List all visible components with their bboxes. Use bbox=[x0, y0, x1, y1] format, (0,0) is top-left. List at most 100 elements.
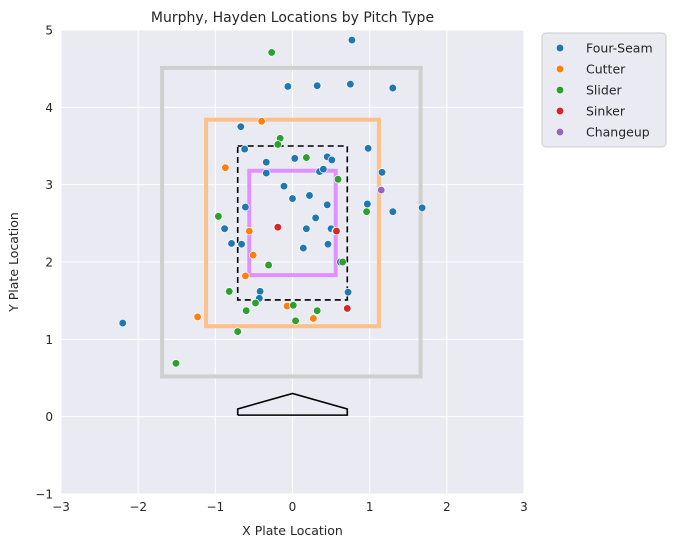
legend-items: Four-Seam Cutter Slider Sinker Changeup bbox=[555, 41, 653, 140]
pitch-point-slider bbox=[171, 359, 181, 368]
pitch-point-cutter bbox=[193, 312, 202, 322]
legend-box bbox=[541, 32, 667, 148]
x-tick-label: 1 bbox=[366, 500, 374, 514]
pitch-point-four-seam bbox=[305, 191, 314, 200]
legend-marker-slider bbox=[555, 85, 565, 95]
x-tick-labels: −3 −2 −1 0 1 2 3 bbox=[52, 500, 528, 514]
legend: Four-Seam Cutter Slider Sinker Changeup bbox=[541, 32, 667, 148]
middle-zone-box bbox=[204, 117, 381, 329]
pitch-point-four-seam bbox=[255, 287, 265, 296]
pitch-point-four-seam bbox=[118, 318, 127, 328]
pitch-point-slider bbox=[291, 316, 300, 325]
pitch-point-slider bbox=[302, 153, 311, 162]
y-tick-label: 3 bbox=[45, 178, 53, 192]
pitch-point-four-seam bbox=[240, 144, 249, 154]
pitch-point-slider bbox=[251, 298, 260, 308]
inner-zone-box bbox=[247, 168, 338, 278]
pitch-point-changeup bbox=[377, 185, 386, 195]
pitch-point-four-seam bbox=[236, 122, 245, 131]
pitch-point-slider bbox=[273, 140, 282, 149]
legend-label-changeup: Changeup bbox=[586, 125, 650, 140]
y-tick-labels: −1 0 1 2 3 4 5 bbox=[35, 24, 53, 502]
pitch-point-four-seam bbox=[313, 81, 322, 90]
chart-title: Murphy, Hayden Locations by Pitch Type bbox=[151, 10, 434, 26]
pitch-point-four-seam bbox=[323, 240, 333, 249]
home-plate-outline bbox=[236, 392, 349, 416]
pitch-point-four-seam bbox=[262, 168, 271, 178]
pitch-point-slider bbox=[225, 287, 234, 296]
pitch-point-cutter bbox=[257, 117, 266, 126]
pitch-point-four-seam bbox=[262, 158, 271, 167]
pitch-point-slider bbox=[264, 260, 273, 270]
pitch-point-four-seam bbox=[363, 199, 372, 209]
pitch-points bbox=[118, 35, 427, 368]
pitch-point-sinker bbox=[332, 226, 341, 236]
pitch-point-cutter bbox=[245, 226, 254, 236]
pitch-point-slider bbox=[233, 327, 242, 336]
legend-label-slider: Slider bbox=[586, 83, 623, 98]
pitch-point-slider bbox=[313, 306, 322, 315]
y-tick-label: −1 bbox=[35, 488, 53, 502]
x-tick-label: −3 bbox=[52, 500, 70, 514]
legend-marker-cutter bbox=[555, 64, 565, 74]
y-axis-label: Y Plate Location bbox=[6, 212, 21, 313]
pitch-point-four-seam bbox=[363, 144, 373, 153]
y-tick-label: 0 bbox=[45, 410, 53, 424]
pitch-point-slider bbox=[289, 301, 298, 310]
x-tick-label: 0 bbox=[289, 500, 297, 514]
pitch-point-four-seam bbox=[283, 82, 293, 91]
y-tick-label: 4 bbox=[45, 101, 53, 115]
home-plate bbox=[236, 392, 349, 416]
pitch-point-four-seam bbox=[327, 155, 337, 165]
pitch-point-four-seam bbox=[302, 224, 311, 233]
legend-label-cutter: Cutter bbox=[586, 62, 626, 77]
y-tick-label: 2 bbox=[45, 256, 53, 270]
pitch-point-four-seam bbox=[220, 224, 229, 233]
pitch-point-four-seam bbox=[288, 194, 297, 203]
x-tick-label: −2 bbox=[129, 500, 147, 514]
pitch-point-slider bbox=[333, 175, 343, 184]
pitch-point-four-seam bbox=[377, 168, 387, 177]
x-tick-label: −1 bbox=[206, 500, 224, 514]
pitch-point-four-seam bbox=[347, 35, 357, 45]
pitch-point-slider bbox=[267, 48, 276, 57]
pitch-point-cutter bbox=[221, 163, 230, 172]
x-tick-label: 2 bbox=[443, 500, 451, 514]
pitch-point-four-seam bbox=[299, 243, 308, 253]
pitch-point-slider bbox=[338, 257, 347, 267]
gridlines bbox=[60, 29, 525, 495]
legend-marker-sinker bbox=[555, 106, 565, 116]
pitch-point-sinker bbox=[273, 223, 282, 232]
y-tick-label: 1 bbox=[45, 333, 53, 347]
legend-marker-changeup bbox=[555, 127, 565, 137]
x-axis-label: X Plate Location bbox=[242, 523, 343, 538]
legend-label-sinker: Sinker bbox=[586, 104, 626, 119]
pitch-point-four-seam bbox=[237, 240, 246, 249]
pitch-point-four-seam bbox=[417, 203, 427, 213]
y-tick-label: 5 bbox=[45, 24, 53, 38]
pitch-point-slider bbox=[214, 212, 223, 221]
outer-zone-box bbox=[160, 65, 423, 379]
pitch-point-four-seam bbox=[290, 154, 299, 163]
pitch-point-four-seam bbox=[319, 165, 328, 174]
pitch-point-four-seam bbox=[227, 239, 236, 248]
pitch-point-four-seam bbox=[388, 207, 397, 216]
x-tick-label: 3 bbox=[520, 500, 528, 514]
legend-marker-four-seam bbox=[555, 43, 565, 53]
pitch-point-slider bbox=[242, 306, 251, 315]
pitch-point-slider bbox=[362, 207, 371, 216]
pitch-point-cutter bbox=[241, 271, 250, 281]
pitch-point-four-seam bbox=[241, 202, 250, 212]
legend-label-four-seam: Four-Seam bbox=[586, 41, 653, 56]
zone-boxes bbox=[160, 65, 423, 379]
pitch-point-cutter bbox=[248, 250, 258, 260]
pitch-point-four-seam bbox=[346, 79, 355, 89]
pitch-point-four-seam bbox=[388, 83, 397, 93]
pitch-point-cutter bbox=[309, 314, 318, 323]
pitch-point-four-seam bbox=[323, 200, 332, 209]
pitch-point-four-seam bbox=[279, 182, 289, 191]
pitch-point-sinker bbox=[343, 304, 352, 313]
strike-zone-box bbox=[236, 145, 349, 301]
pitch-point-four-seam bbox=[311, 213, 320, 223]
